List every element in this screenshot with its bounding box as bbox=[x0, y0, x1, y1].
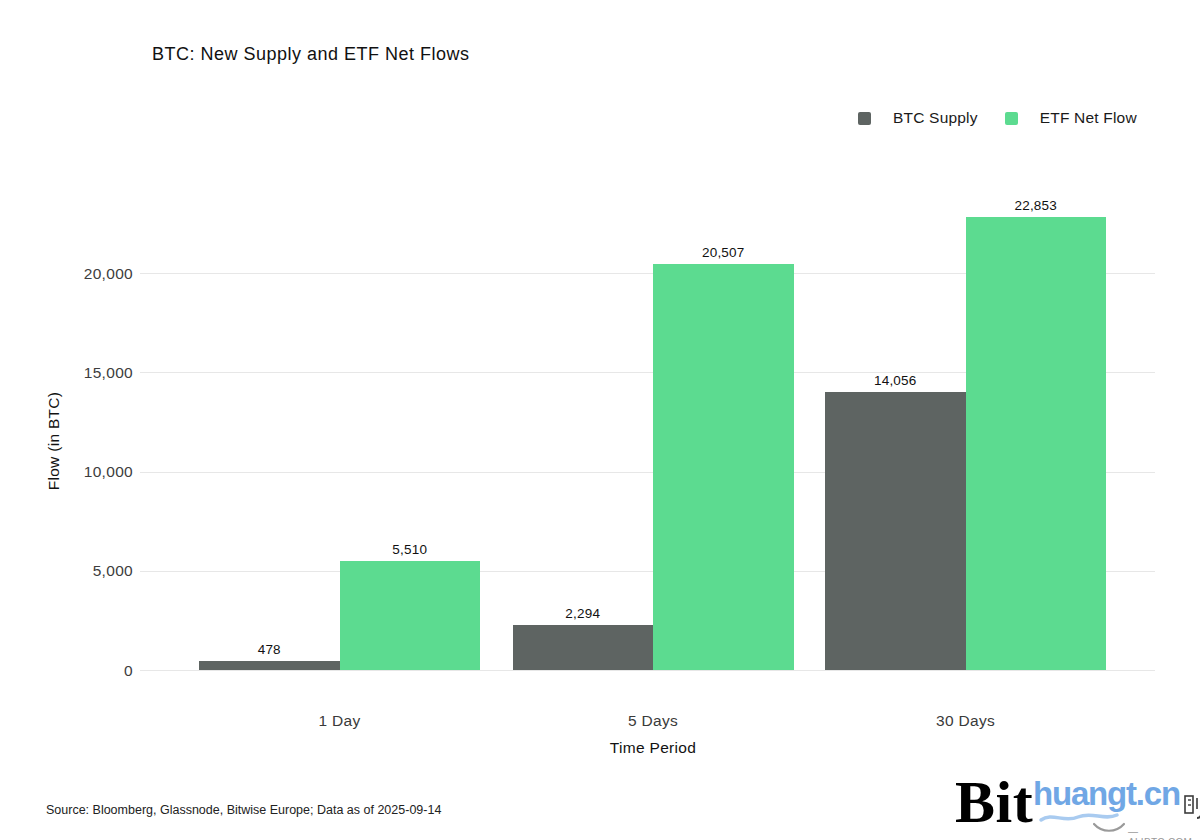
x-tick-label-1-day: 1 Day bbox=[260, 712, 420, 730]
watermark-smile-icon bbox=[1092, 822, 1126, 835]
value-label-btc-supply-30-days: 14,056 bbox=[825, 373, 966, 388]
bitwise-logo: Bit bbox=[955, 772, 1033, 832]
y-tick-label-5000: 5,000 bbox=[23, 562, 133, 580]
x-tick-label-30-days: 30 Days bbox=[886, 712, 1046, 730]
watermark-subtext: —ALIBTC.COM— bbox=[1128, 826, 1200, 840]
plot-area: 0 5,000 10,000 15,000 20,000 478 5,510 1 Day 2,2… bbox=[0, 0, 1200, 840]
source-note: Source: Bloomberg, Glassnode, Bitwise Eu… bbox=[46, 803, 441, 817]
value-label-btc-supply-1-day: 478 bbox=[199, 642, 340, 657]
value-label-btc-supply-5-days: 2,294 bbox=[513, 606, 654, 621]
bar-btc-supply-1-day bbox=[199, 661, 340, 670]
value-label-etf-net-flow-30-days: 22,853 bbox=[966, 198, 1107, 213]
bar-etf-net-flow-30-days bbox=[966, 217, 1107, 670]
bar-btc-supply-5-days bbox=[513, 625, 654, 671]
y-tick-label-15000: 15,000 bbox=[23, 364, 133, 382]
y-tick-label-20000: 20,000 bbox=[23, 265, 133, 283]
clipped-cjk-watermark-icon bbox=[1184, 790, 1200, 822]
value-label-etf-net-flow-5-days: 20,507 bbox=[653, 245, 794, 260]
bar-etf-net-flow-5-days bbox=[653, 264, 794, 671]
bar-btc-supply-30-days bbox=[825, 392, 966, 671]
bar-etf-net-flow-1-day bbox=[340, 561, 481, 670]
y-axis-title: Flow (in BTC) bbox=[45, 361, 63, 521]
x-tick-label-5-days: 5 Days bbox=[573, 712, 733, 730]
y-tick-label-0: 0 bbox=[23, 662, 133, 680]
x-axis-title: Time Period bbox=[573, 739, 733, 757]
watermark-site-text: huangt.cn bbox=[1033, 775, 1180, 813]
y-tick-label-10000: 10,000 bbox=[23, 463, 133, 481]
value-label-etf-net-flow-1-day: 5,510 bbox=[340, 542, 481, 557]
page: BTC: New Supply and ETF Net Flows BTC Su… bbox=[0, 0, 1200, 840]
